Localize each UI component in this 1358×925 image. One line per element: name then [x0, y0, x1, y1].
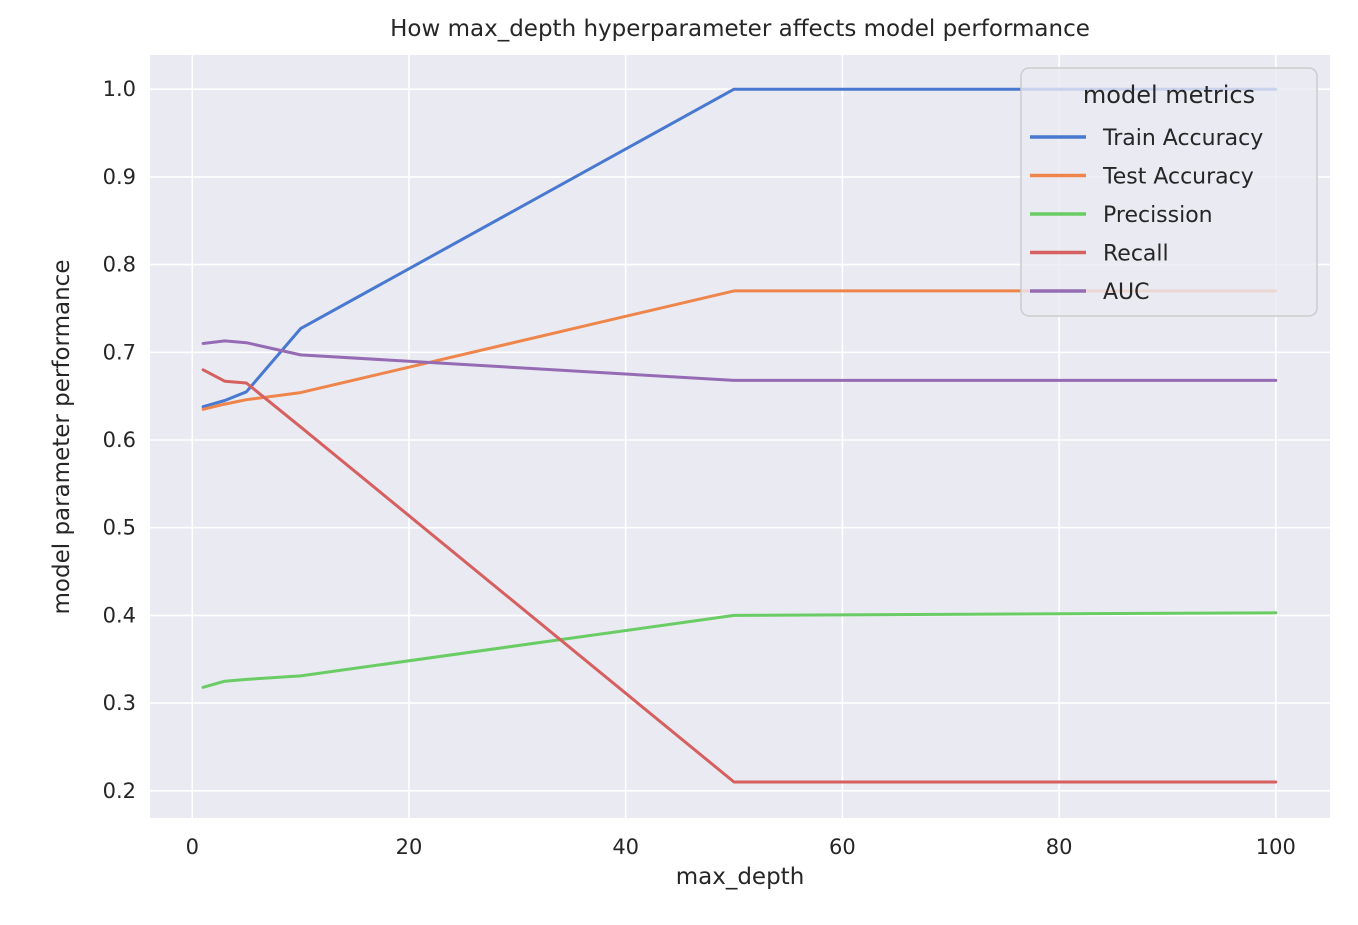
- y-tick-label: 0.2: [103, 779, 136, 803]
- legend-entry-label: AUC: [1103, 280, 1150, 305]
- y-tick-label: 0.6: [103, 428, 136, 452]
- series-line-auc: [201, 339, 1278, 382]
- y-tick-label: 0.9: [103, 165, 136, 189]
- y-tick-label: 0.8: [103, 253, 136, 277]
- series-line-precission: [201, 611, 1278, 689]
- series-line-recall: [201, 368, 1278, 784]
- chart-title: How max_depth hyperparameter affects mod…: [390, 16, 1090, 42]
- legend-entry-label: Train Accuracy: [1102, 126, 1263, 151]
- legend: [1020, 67, 1318, 317]
- legend-entry-label: Test Accuracy: [1102, 165, 1254, 190]
- x-tick-label: 40: [612, 835, 639, 859]
- x-axis-label: max_depth: [675, 864, 805, 890]
- legend-entry-label: Precission: [1103, 203, 1213, 228]
- series-line-train-accuracy: [201, 87, 1278, 409]
- x-tick-label: 100: [1256, 835, 1296, 859]
- series-line-test-accuracy: [201, 289, 1278, 411]
- y-tick-label: 1.0: [103, 77, 136, 101]
- x-tick-label: 20: [396, 835, 423, 859]
- x-tick-label: 80: [1046, 835, 1073, 859]
- x-tick-label: 60: [829, 835, 856, 859]
- y-tick-label: 0.4: [103, 603, 136, 627]
- x-tick-label: 0: [186, 835, 199, 859]
- y-tick-label: 0.3: [103, 691, 136, 715]
- legend-title: model metrics: [1083, 81, 1255, 109]
- legend-entry-label: Recall: [1103, 242, 1169, 267]
- y-tick-label: 0.7: [103, 340, 136, 364]
- y-tick-label: 0.5: [103, 516, 136, 540]
